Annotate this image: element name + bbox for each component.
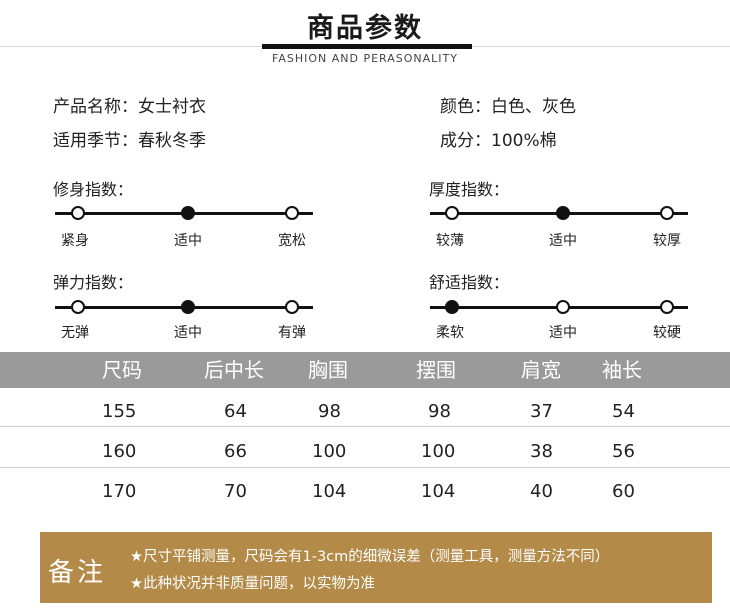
note-line: ★此种状况并非质量问题，以实物为准: [130, 576, 375, 592]
column-header-chest: 胸围: [308, 358, 348, 382]
product-material: 成分：100%棉: [440, 131, 557, 151]
elasticity-tick-label: 适中: [174, 325, 202, 341]
thickness-scale-label: 厚度指数：: [429, 180, 510, 199]
header-underline: [262, 44, 472, 49]
comfort-scale-dot: [445, 300, 459, 314]
elasticity-scale-label: 弹力指数：: [53, 273, 134, 292]
fit-scale-dot: [285, 206, 299, 220]
table-cell: 170: [102, 481, 137, 502]
comfort-scale-label: 舒适指数：: [429, 273, 510, 292]
thickness-tick-label: 较厚: [653, 233, 681, 249]
note-title: 备注: [48, 558, 107, 588]
size-table-header: [0, 352, 730, 388]
table-cell: 60: [612, 481, 635, 502]
note-line: ★尺寸平铺测量，尺码会有1-3cm的细微误差（测量工具，测量方法不同）: [130, 549, 610, 565]
thickness-scale-dot: [660, 206, 674, 220]
note-box: [40, 532, 712, 603]
comfort-tick-label: 柔软: [436, 325, 464, 341]
fit-tick-label: 宽松: [278, 233, 306, 249]
table-cell: 54: [612, 401, 635, 422]
table-cell: 98: [318, 401, 341, 422]
table-row-divider: [0, 426, 730, 427]
column-header-size: 尺码: [102, 358, 142, 382]
fit-tick-label: 适中: [174, 233, 202, 249]
table-row-divider: [0, 467, 730, 468]
table-cell: 104: [312, 481, 347, 502]
table-cell: 98: [428, 401, 451, 422]
fit-scale-dot: [181, 206, 195, 220]
thickness-scale-dot: [556, 206, 570, 220]
fit-scale-dot: [71, 206, 85, 220]
elasticity-scale-dot: [181, 300, 195, 314]
comfort-tick-label: 适中: [549, 325, 577, 341]
column-header-back-length: 后中长: [204, 358, 264, 382]
table-cell: 64: [224, 401, 247, 422]
elasticity-tick-label: 无弹: [61, 325, 89, 341]
page-subtitle: FASHION AND PERASONALITY: [272, 52, 458, 65]
comfort-scale-dot: [556, 300, 570, 314]
table-cell: 70: [224, 481, 247, 502]
elasticity-tick-label: 有弹: [278, 325, 306, 341]
table-cell: 155: [102, 401, 137, 422]
table-cell: 40: [530, 481, 553, 502]
elasticity-scale-dot: [71, 300, 85, 314]
elasticity-scale-dot: [285, 300, 299, 314]
product-name: 产品名称：女士衬衣: [53, 97, 206, 117]
thickness-scale-dot: [445, 206, 459, 220]
fit-tick-label: 紧身: [61, 233, 89, 249]
table-cell: 66: [224, 441, 247, 462]
table-cell: 100: [421, 441, 456, 462]
table-cell: 37: [530, 401, 553, 422]
page-title: 商品参数: [307, 13, 423, 44]
thickness-tick-label: 适中: [549, 233, 577, 249]
fit-scale-label: 修身指数：: [53, 180, 134, 199]
column-header-sleeve: 袖长: [602, 358, 642, 382]
product-color: 颜色：白色、灰色: [440, 97, 576, 117]
column-header-hem: 摆围: [416, 358, 456, 382]
table-cell: 38: [530, 441, 553, 462]
comfort-scale-dot: [660, 300, 674, 314]
comfort-tick-label: 较硬: [653, 325, 681, 341]
table-cell: 100: [312, 441, 347, 462]
table-cell: 160: [102, 441, 137, 462]
table-cell: 104: [421, 481, 456, 502]
product-season: 适用季节：春秋冬季: [53, 131, 206, 151]
table-cell: 56: [612, 441, 635, 462]
column-header-shoulder: 肩宽: [521, 358, 561, 382]
thickness-tick-label: 较薄: [436, 233, 464, 249]
